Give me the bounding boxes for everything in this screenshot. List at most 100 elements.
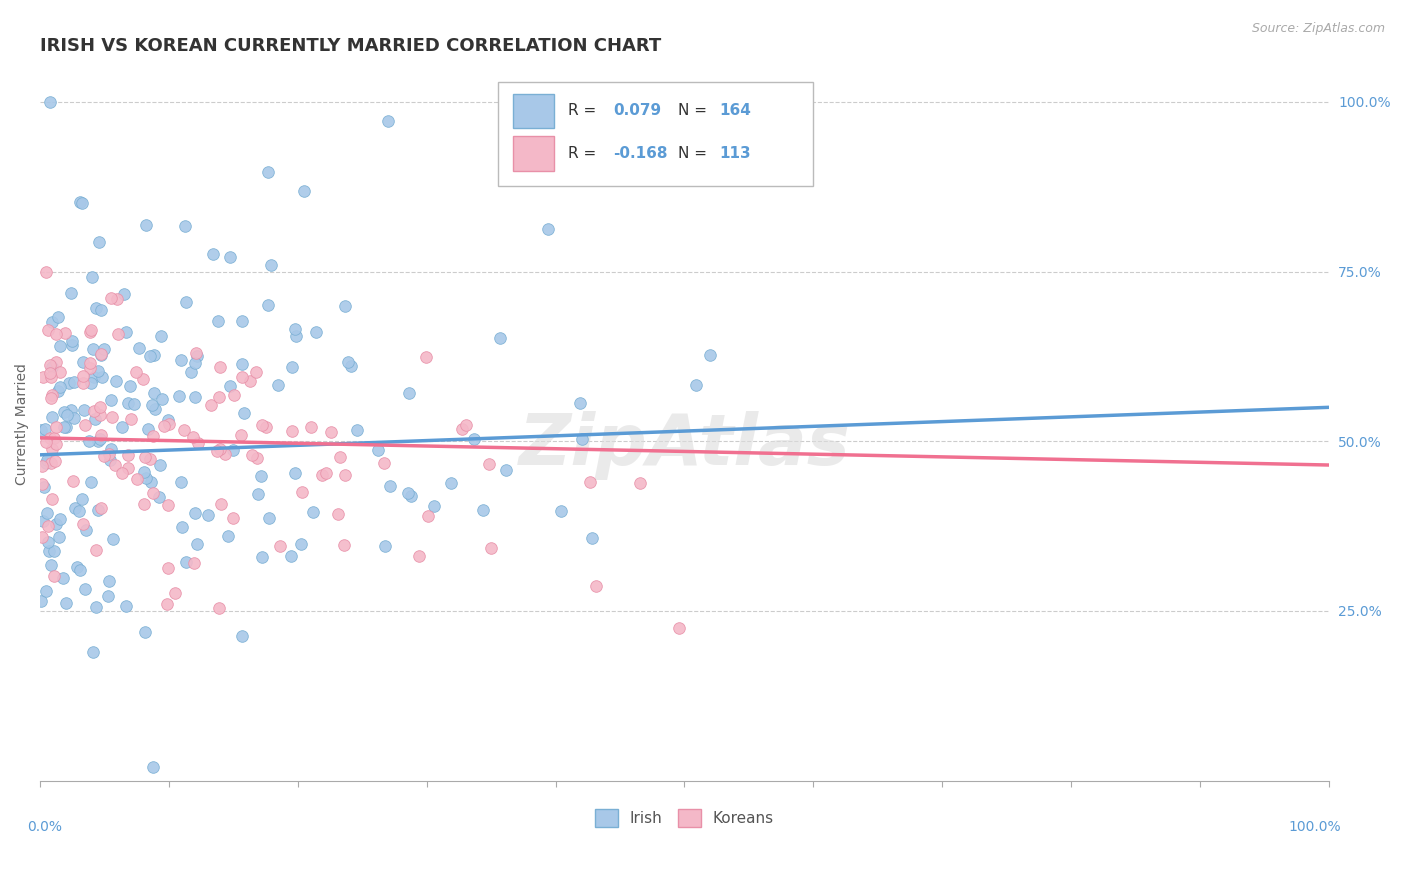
Point: [53, 326, 76, 340]
Point: [569, 395, 592, 409]
Point: [197, 508, 219, 522]
Point: [222, 443, 245, 458]
Point: [89, 235, 111, 249]
Point: [571, 432, 593, 446]
Point: [93, 342, 115, 356]
Point: [231, 629, 253, 643]
Point: [49, 512, 72, 526]
Point: [252, 418, 274, 433]
Point: [31, 459, 53, 474]
Point: [367, 443, 389, 458]
Point: [250, 468, 273, 483]
Point: [73, 582, 96, 596]
Point: [209, 442, 232, 456]
Point: [134, 450, 156, 465]
Point: [156, 560, 179, 574]
Point: [100, 291, 122, 305]
Point: [142, 429, 165, 443]
Point: [93, 449, 115, 463]
Point: [336, 355, 359, 369]
Point: [205, 443, 228, 458]
Point: [45, 327, 67, 342]
Point: [39, 367, 62, 381]
Point: [60, 334, 83, 348]
Point: [229, 427, 252, 442]
Point: [84, 301, 107, 315]
Point: [184, 356, 207, 370]
Point: [132, 372, 155, 386]
Point: [668, 621, 690, 635]
Point: [398, 385, 420, 400]
Point: [89, 427, 111, 442]
Point: [63, 500, 86, 515]
Point: [69, 564, 91, 578]
Point: [208, 359, 231, 374]
Point: [112, 287, 135, 301]
Point: [90, 302, 112, 317]
Point: [31, 477, 53, 491]
Point: [45, 436, 67, 450]
Point: [290, 537, 312, 551]
Point: [39, 558, 62, 572]
Point: [80, 270, 103, 285]
Point: [60, 403, 83, 417]
Point: [267, 377, 290, 392]
Point: [423, 499, 446, 513]
Point: [170, 353, 193, 368]
Point: [60, 285, 83, 300]
Point: [373, 456, 395, 470]
Point: [100, 392, 122, 407]
Point: [38, 544, 60, 558]
Point: [585, 578, 607, 592]
Point: [82, 645, 104, 659]
Point: [173, 219, 195, 233]
Point: [302, 505, 325, 519]
Point: [37, 323, 59, 337]
Point: [41, 359, 63, 374]
Point: [148, 490, 170, 504]
Point: [105, 374, 128, 388]
Point: [67, 503, 90, 517]
Point: [184, 345, 207, 359]
Point: [157, 417, 180, 431]
Point: [97, 574, 120, 589]
Point: [48, 530, 70, 544]
Point: [45, 517, 67, 532]
Text: 113: 113: [720, 146, 751, 161]
Point: [143, 348, 166, 362]
Point: [141, 398, 163, 412]
Point: [311, 468, 333, 483]
Point: [104, 458, 127, 472]
Point: [37, 535, 59, 549]
Point: [231, 370, 253, 384]
Point: [32, 370, 55, 384]
Point: [41, 409, 63, 424]
Point: [408, 549, 430, 564]
Point: [115, 325, 138, 339]
Text: N =: N =: [678, 146, 711, 161]
Point: [200, 398, 222, 412]
Point: [239, 375, 262, 389]
Point: [80, 475, 103, 489]
Point: [35, 435, 58, 450]
Point: [153, 419, 176, 434]
Point: [80, 323, 103, 337]
Point: [142, 485, 165, 500]
Point: [39, 370, 62, 384]
FancyBboxPatch shape: [513, 94, 554, 128]
Point: [299, 420, 322, 434]
Point: [463, 432, 485, 446]
Point: [416, 509, 439, 524]
Point: [46, 384, 69, 399]
Point: [117, 396, 139, 410]
Point: [335, 468, 357, 483]
Point: [79, 355, 101, 369]
Point: [115, 599, 138, 613]
Point: [440, 476, 463, 491]
Point: [222, 511, 245, 525]
Point: [454, 417, 477, 432]
Point: [135, 218, 157, 232]
Point: [374, 539, 396, 553]
Point: [73, 418, 96, 433]
Point: [579, 475, 602, 489]
